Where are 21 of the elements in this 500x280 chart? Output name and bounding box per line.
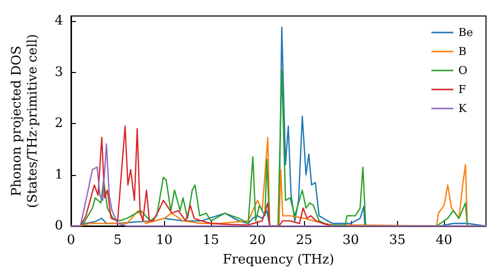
x-tick-label: 25 <box>296 233 312 248</box>
legend-label: O <box>458 64 468 77</box>
x-tick-label: 10 <box>156 233 173 248</box>
y-tick-label: 3 <box>54 64 63 80</box>
y-axis-title: Phonon projected DOS (States/THz·primitive cell) <box>10 34 40 208</box>
x-tick-label: 5 <box>113 233 122 248</box>
legend-label: F <box>458 83 466 96</box>
x-tick-label: 35 <box>389 233 406 248</box>
x-tick-label: 20 <box>249 233 266 248</box>
legend-label: B <box>458 45 466 58</box>
legend-label: K <box>458 102 468 115</box>
x-tick-label: 30 <box>342 233 360 248</box>
x-tick-label: 0 <box>66 233 76 248</box>
y-tick-label: 0 <box>54 218 63 234</box>
legend-label: Be <box>458 26 473 39</box>
y-tick-label: 4 <box>54 14 63 29</box>
y-tick-label: 1 <box>54 167 63 182</box>
x-tick-label: 15 <box>202 233 220 248</box>
x-axis-title: Frequency (THz) <box>222 252 334 268</box>
x-tick-label: 40 <box>436 233 452 248</box>
y-tick-label: 2 <box>54 116 63 132</box>
